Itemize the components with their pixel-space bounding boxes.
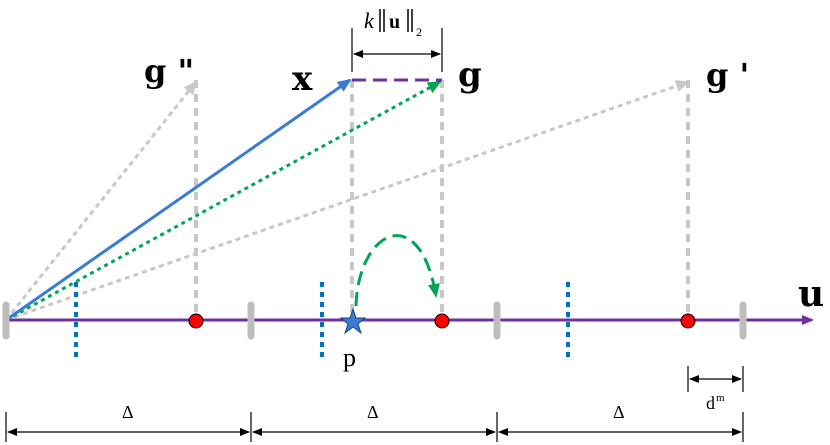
dm-dimension: d m <box>687 366 744 413</box>
label-p: p <box>343 343 356 372</box>
delta-label-3: Δ <box>613 402 625 422</box>
red-dot-icon <box>434 313 450 329</box>
star-icon <box>339 307 367 335</box>
projection-guides <box>194 80 690 316</box>
d-label: d <box>706 393 715 413</box>
vector-x <box>5 78 352 322</box>
red-dot-icon <box>188 313 204 329</box>
vectors <box>4 78 690 322</box>
label-g: g <box>458 55 482 95</box>
interval-ticks <box>2 301 747 340</box>
delta-label-1: Δ <box>122 402 134 422</box>
vector-g-double-prime <box>4 80 198 321</box>
boundary-ticks <box>74 282 570 362</box>
norm-dimension: k u 2 <box>351 8 443 72</box>
delta-dimensions <box>5 412 744 442</box>
d-superscript: m <box>716 392 725 404</box>
delta-label-2: Δ <box>367 402 379 422</box>
vector-g-prime <box>5 80 690 322</box>
k-label: k <box>364 8 375 33</box>
red-dot-icon <box>680 313 696 329</box>
vector-g <box>5 80 442 322</box>
quantized-points <box>188 313 696 329</box>
label-g-prime: g ' <box>706 56 749 94</box>
quantize-arc-arrow <box>354 234 440 307</box>
label-g-double-prime: g " <box>144 52 194 90</box>
label-x: x <box>292 59 313 99</box>
norm-subscript: 2 <box>416 25 422 39</box>
label-u: u <box>798 273 824 315</box>
norm-u-label: u <box>389 11 400 33</box>
